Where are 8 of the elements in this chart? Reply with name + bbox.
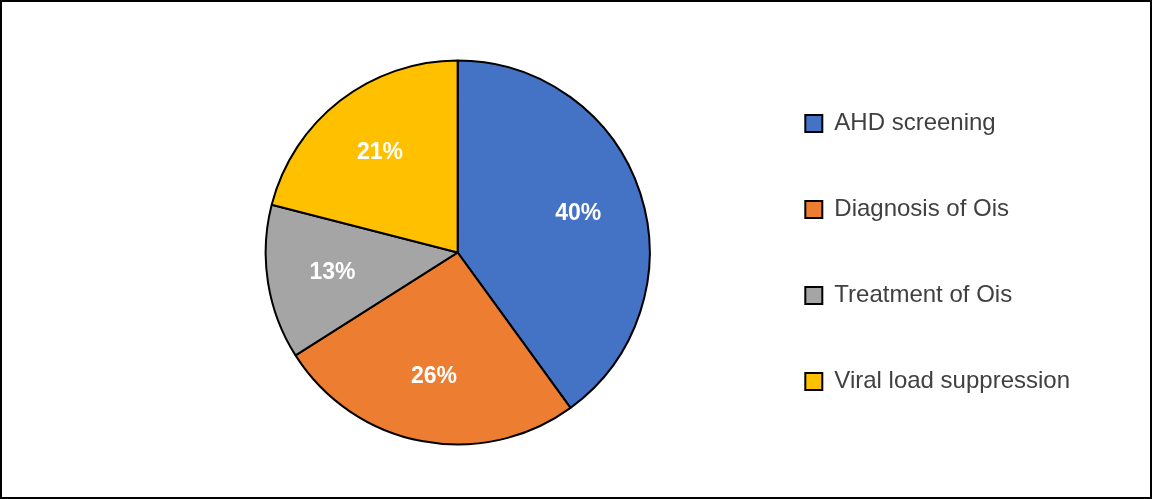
data-label: 13%	[309, 257, 356, 284]
data-label: 21%	[356, 137, 404, 164]
legend-label: Viral load suppression	[834, 366, 1070, 394]
data-label: 26%	[410, 362, 457, 389]
legend-label: Treatment of Ois	[834, 280, 1013, 308]
legend-label: AHD screening	[834, 108, 996, 136]
legend-label: Diagnosis of Ois	[834, 194, 1010, 222]
data-label: 40%	[555, 198, 602, 225]
